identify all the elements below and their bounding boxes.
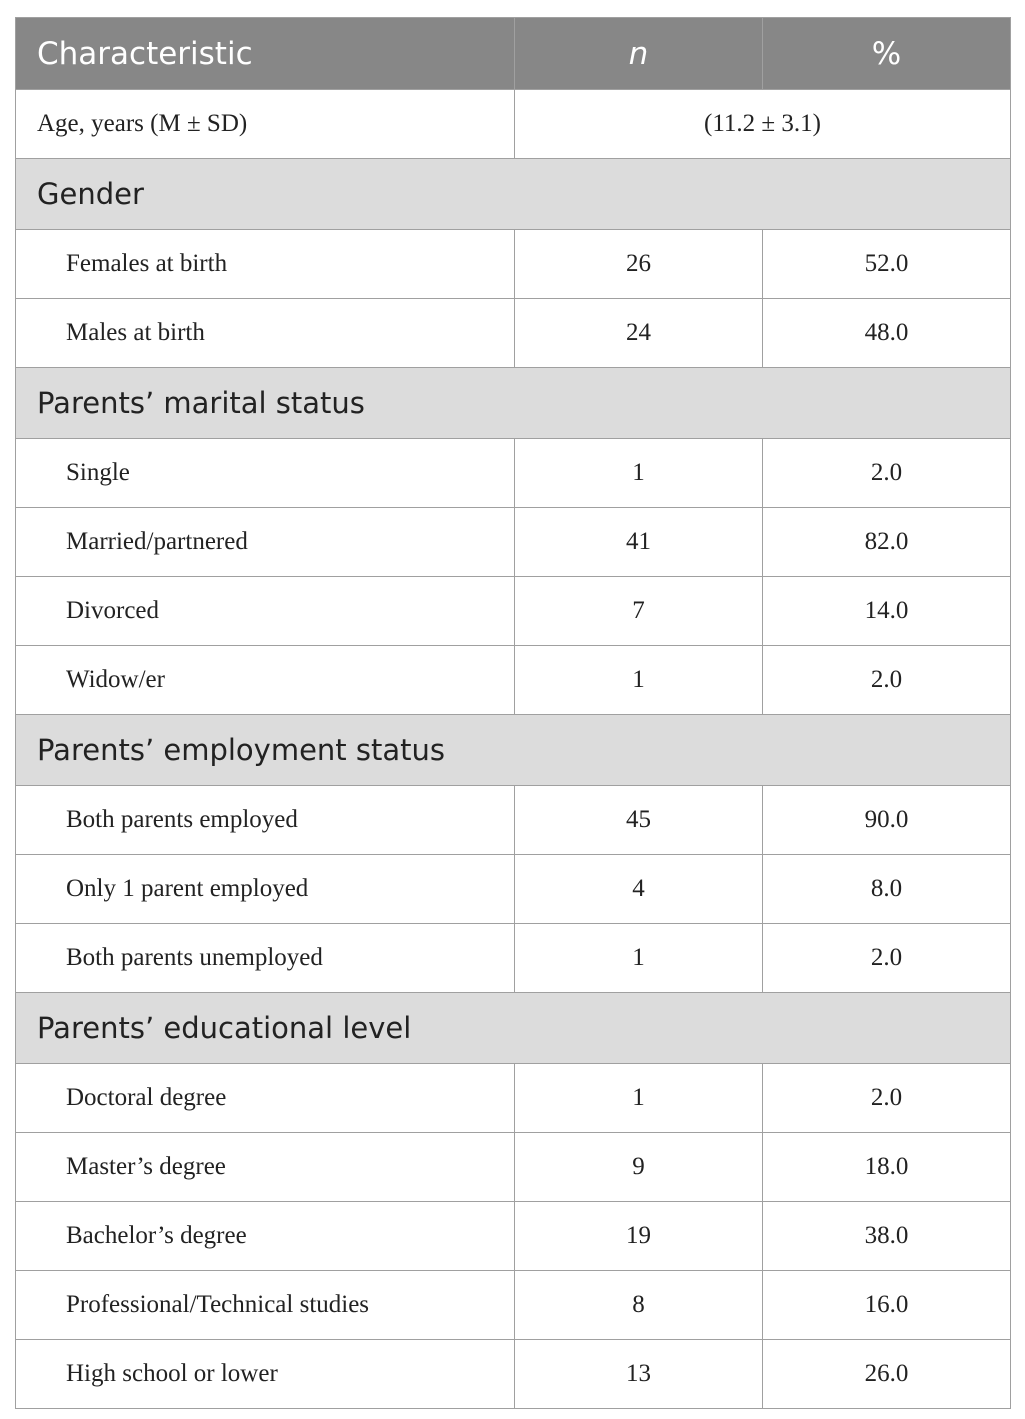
cell: 8	[514, 1270, 763, 1340]
cell: 45	[514, 785, 763, 855]
data-row: Married/partnered 41 82.0	[15, 507, 1011, 577]
section-title: Gender	[15, 158, 1011, 230]
cell: 2.0	[762, 438, 1011, 508]
data-row: Single 1 2.0	[15, 438, 1011, 508]
cell: 1	[514, 438, 763, 508]
row-label: High school or lower	[15, 1339, 515, 1409]
cell: 38.0	[762, 1201, 1011, 1271]
section-title: Parents’ marital status	[15, 367, 1011, 439]
row-label: Master’s degree	[15, 1132, 515, 1202]
row-label: Both parents unemployed	[15, 923, 515, 993]
cell: 90.0	[762, 785, 1011, 855]
data-row: Males at birth 24 48.0	[15, 298, 1011, 368]
data-row: Master’s degree 9 18.0	[15, 1132, 1011, 1202]
table-body: Characteristic n % Age, years (M ± SD) (…	[15, 17, 1011, 1409]
row-label: Males at birth	[15, 298, 515, 368]
cell: 2.0	[762, 645, 1011, 715]
demographics-table: Characteristic n % Age, years (M ± SD) (…	[15, 17, 1011, 1409]
row-label: Both parents employed	[15, 785, 515, 855]
row-label: Doctoral degree	[15, 1063, 515, 1133]
age-label: Age, years (M ± SD)	[15, 89, 515, 159]
row-label: Married/partnered	[15, 507, 515, 577]
cell: 7	[514, 576, 763, 646]
cell: 2.0	[762, 1063, 1011, 1133]
cell: 4	[514, 854, 763, 924]
section-title: Parents’ educational level	[15, 992, 1011, 1064]
cell: 13	[514, 1339, 763, 1409]
data-row: Females at birth 26 52.0	[15, 229, 1011, 299]
data-row: Bachelor’s degree 19 38.0	[15, 1201, 1011, 1271]
cell: 82.0	[762, 507, 1011, 577]
cell: 24	[514, 298, 763, 368]
cell: 1	[514, 1063, 763, 1133]
cell: 9	[514, 1132, 763, 1202]
row-label: Single	[15, 438, 515, 508]
data-row: Both parents employed 45 90.0	[15, 785, 1011, 855]
data-row: Doctoral degree 1 2.0	[15, 1063, 1011, 1133]
section-row: Parents’ employment status	[15, 714, 1011, 786]
cell: 26	[514, 229, 763, 299]
data-row: Both parents unemployed 1 2.0	[15, 923, 1011, 993]
cell: 1	[514, 645, 763, 715]
data-row: Divorced 7 14.0	[15, 576, 1011, 646]
row-label: Professional/Technical studies	[15, 1270, 515, 1340]
row-label: Widow/er	[15, 645, 515, 715]
section-title: Parents’ employment status	[15, 714, 1011, 786]
cell: 52.0	[762, 229, 1011, 299]
cell: 19	[514, 1201, 763, 1271]
row-label: Females at birth	[15, 229, 515, 299]
header-row: Characteristic n %	[15, 17, 1011, 90]
age-row: Age, years (M ± SD) (11.2 ± 3.1)	[15, 89, 1011, 159]
header-cell: n	[514, 17, 763, 90]
cell: 16.0	[762, 1270, 1011, 1340]
cell: 1	[514, 923, 763, 993]
data-row: Only 1 parent employed 4 8.0	[15, 854, 1011, 924]
cell: 26.0	[762, 1339, 1011, 1409]
cell: 18.0	[762, 1132, 1011, 1202]
header-cell: %	[762, 17, 1011, 90]
section-row: Gender	[15, 158, 1011, 230]
section-row: Parents’ marital status	[15, 367, 1011, 439]
data-row: High school or lower 13 26.0	[15, 1339, 1011, 1409]
age-value: (11.2 ± 3.1)	[514, 89, 1011, 159]
row-label: Divorced	[15, 576, 515, 646]
cell: 2.0	[762, 923, 1011, 993]
section-row: Parents’ educational level	[15, 992, 1011, 1064]
row-label: Only 1 parent employed	[15, 854, 515, 924]
data-row: Widow/er 1 2.0	[15, 645, 1011, 715]
data-row: Professional/Technical studies 8 16.0	[15, 1270, 1011, 1340]
cell: 48.0	[762, 298, 1011, 368]
cell: 8.0	[762, 854, 1011, 924]
cell: 41	[514, 507, 763, 577]
header-cell: Characteristic	[15, 17, 515, 90]
cell: 14.0	[762, 576, 1011, 646]
row-label: Bachelor’s degree	[15, 1201, 515, 1271]
